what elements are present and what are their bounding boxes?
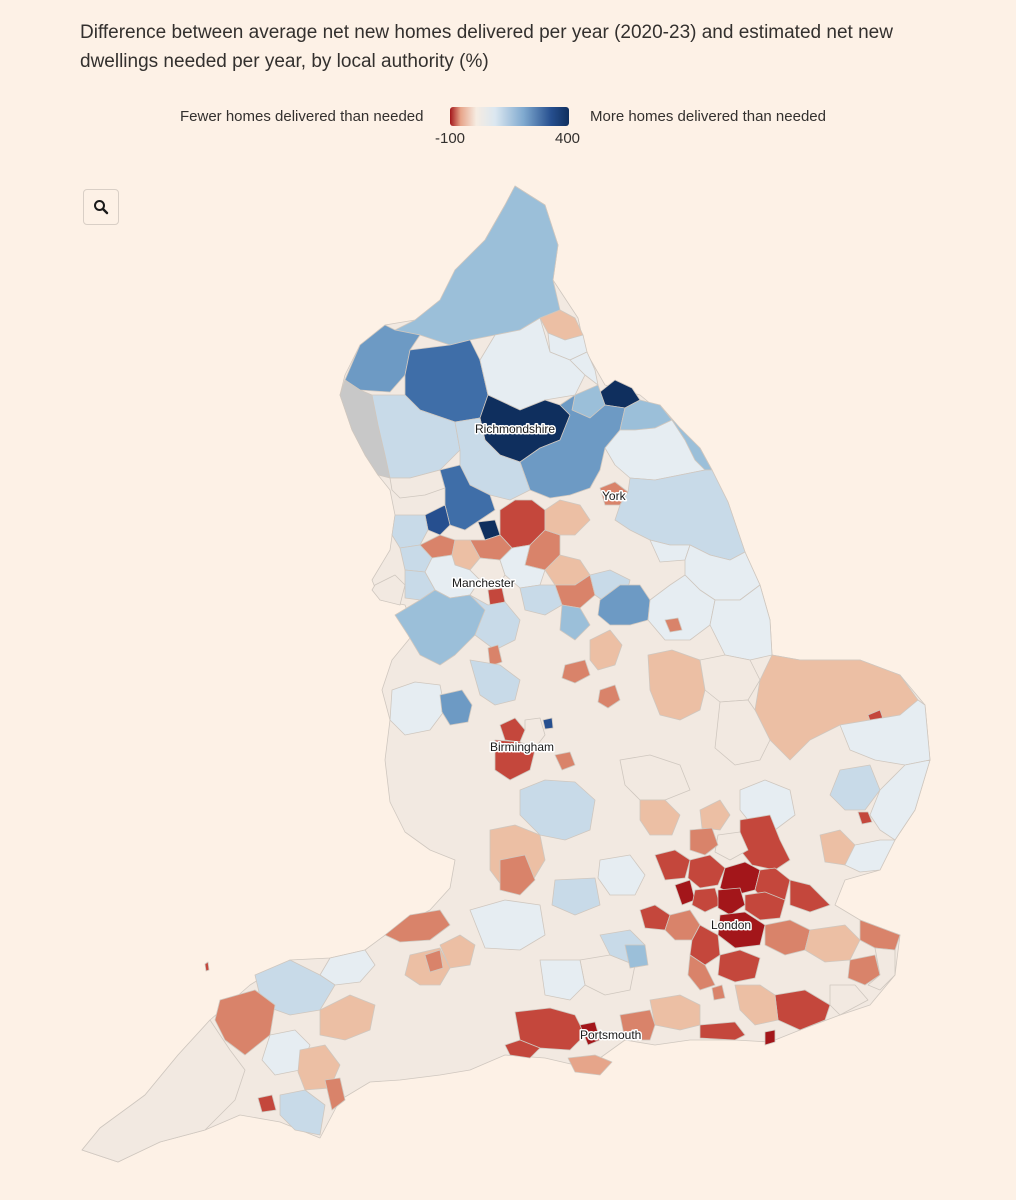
region-chichester[interactable] <box>619 1009 656 1041</box>
region-stroud[interactable] <box>424 949 444 973</box>
region-telford[interactable] <box>439 689 473 726</box>
region-hastings[interactable] <box>829 984 869 1016</box>
region-sunderland[interactable] <box>569 351 599 386</box>
region-solihull[interactable] <box>554 751 576 771</box>
legend-color-scale <box>450 107 569 126</box>
region-surrey-c[interactable] <box>717 949 761 983</box>
region-cherwell[interactable] <box>639 799 681 836</box>
legend-max-tick: 400 <box>555 130 581 147</box>
region-london-w[interactable] <box>691 887 721 913</box>
label-portsmouth: Portsmouth <box>580 1028 641 1042</box>
search-icon <box>94 200 109 215</box>
region-sefton[interactable] <box>371 574 406 606</box>
region-northampton[interactable] <box>619 754 691 801</box>
region-nuneaton[interactable] <box>519 717 546 749</box>
region-warwick[interactable] <box>519 779 596 841</box>
region-coventry[interactable] <box>542 717 554 730</box>
region-stevenage[interactable] <box>714 831 749 861</box>
legend-fewer-label: Fewer homes delivered than needed <box>180 108 424 125</box>
region-leicester-east[interactable] <box>647 649 706 721</box>
region-lancaster[interactable] <box>389 469 446 499</box>
region-amber-valley[interactable] <box>589 629 623 671</box>
region-maldon[interactable] <box>844 839 896 873</box>
region-hambleton[interactable] <box>519 394 626 499</box>
region-oxford[interactable] <box>597 854 646 896</box>
region-christchurch[interactable] <box>504 1039 541 1059</box>
region-torridge[interactable] <box>214 989 276 1056</box>
region-south-hams[interactable] <box>279 1089 326 1136</box>
region-kings-lynn[interactable] <box>714 699 771 766</box>
region-lichfield[interactable] <box>469 659 521 706</box>
region-south-norfolk[interactable] <box>839 699 931 766</box>
label-york: York <box>602 489 627 503</box>
region-isles-of-scilly <box>204 961 210 972</box>
region-stoke[interactable] <box>487 644 503 667</box>
region-somerset[interactable] <box>319 994 376 1041</box>
region-nottingham[interactable] <box>664 617 683 633</box>
region-derby[interactable] <box>561 659 591 684</box>
region-dover[interactable] <box>867 947 896 991</box>
search-button[interactable] <box>83 189 119 225</box>
region-london-e[interactable] <box>744 891 786 921</box>
region-leicester[interactable] <box>597 684 621 709</box>
region-wiltshire[interactable] <box>469 899 546 951</box>
region-brighton[interactable] <box>699 1021 746 1041</box>
region-cheshire-east[interactable] <box>469 594 521 651</box>
legend-min-tick: -100 <box>435 130 466 147</box>
region-swindon[interactable] <box>499 854 536 896</box>
region-horsham[interactable] <box>734 984 779 1026</box>
region-milton-keynes[interactable] <box>699 799 731 831</box>
city-labels: Richmondshire York Manchester Birmingham… <box>451 421 753 1044</box>
region-craven[interactable] <box>454 417 531 501</box>
region-london-c[interactable] <box>717 887 746 916</box>
region-luton[interactable] <box>689 827 719 856</box>
region-canterbury[interactable] <box>847 954 881 986</box>
region-surrey-heath[interactable] <box>624 944 649 969</box>
region-suffolk[interactable] <box>829 764 881 811</box>
region-rutland[interactable] <box>699 654 761 703</box>
region-surrey-b[interactable] <box>687 954 716 991</box>
region-eastbourne[interactable] <box>764 1029 776 1046</box>
region-east-devon[interactable] <box>324 1077 346 1111</box>
region-crawley[interactable] <box>711 984 726 1001</box>
region-high-peak[interactable] <box>559 604 591 641</box>
region-isle-of-wight[interactable] <box>567 1054 613 1076</box>
region-aylesbury[interactable] <box>654 849 691 881</box>
region-essex-a[interactable] <box>789 879 831 913</box>
region-test-valley[interactable] <box>539 959 586 1001</box>
region-gloucester[interactable] <box>384 909 451 943</box>
region-portsmouth[interactable] <box>579 1021 601 1046</box>
region-ipswich[interactable] <box>869 759 931 841</box>
region-plymouth[interactable] <box>257 1094 277 1113</box>
label-birmingham: Birmingham <box>490 740 554 754</box>
legend-more-label: More homes delivered than needed <box>590 108 826 125</box>
chart-title: Difference between average net new homes… <box>80 22 893 72</box>
region-ribble-valley[interactable] <box>439 464 496 531</box>
region-harlow[interactable] <box>857 811 873 825</box>
region-west-berks[interactable] <box>551 877 601 916</box>
label-richmondshire: Richmondshire <box>475 422 555 436</box>
region-cornwall <box>81 1019 246 1163</box>
region-selby[interactable] <box>544 499 591 536</box>
label-manchester: Manchester <box>452 576 515 590</box>
label-london: London <box>711 918 751 932</box>
region-herts-a[interactable] <box>687 854 726 889</box>
